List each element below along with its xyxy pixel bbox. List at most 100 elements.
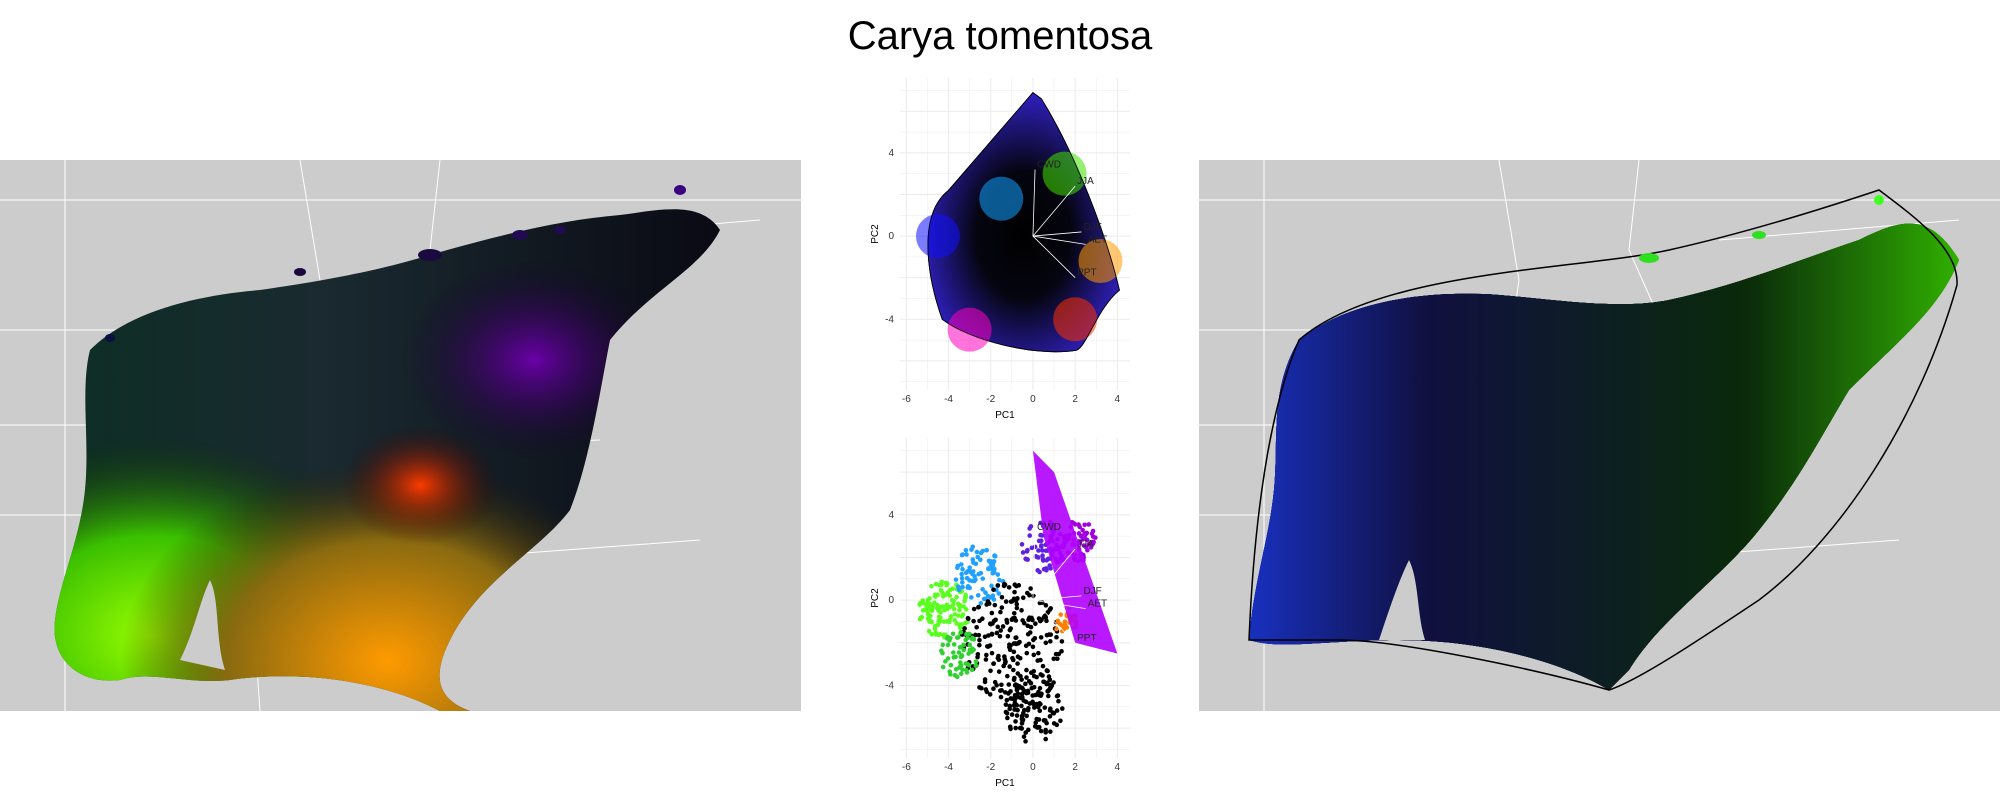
loading-vector-aet bbox=[1032, 235, 1086, 245]
pca-point bbox=[1051, 656, 1057, 662]
pca-point bbox=[929, 583, 934, 589]
pca-point bbox=[925, 608, 930, 614]
pca-point bbox=[1038, 544, 1044, 549]
pca-point bbox=[947, 619, 952, 625]
pca-point bbox=[976, 632, 982, 638]
pca-points-bottom bbox=[917, 519, 1098, 744]
pca-point bbox=[957, 607, 962, 613]
pca-point bbox=[1024, 675, 1029, 680]
pca-point bbox=[975, 593, 981, 598]
pca-point bbox=[958, 663, 964, 668]
pca-point bbox=[992, 602, 998, 608]
pca-point bbox=[1038, 701, 1043, 707]
pca-point bbox=[1011, 667, 1016, 673]
pca-point bbox=[950, 631, 956, 637]
pca-point bbox=[963, 595, 968, 601]
pca-point bbox=[1025, 623, 1030, 629]
pca-point bbox=[1007, 642, 1012, 647]
pca-point bbox=[943, 592, 949, 597]
pca-point bbox=[937, 631, 943, 637]
pca-point bbox=[1005, 715, 1010, 721]
pca-color-region bbox=[947, 307, 992, 352]
pca-point bbox=[1007, 703, 1013, 709]
pca-point bbox=[1048, 639, 1053, 644]
pca-point bbox=[1024, 667, 1029, 673]
pca-point bbox=[999, 688, 1004, 693]
pca-point bbox=[1085, 547, 1090, 553]
pca-point bbox=[1036, 717, 1042, 722]
pca-point bbox=[1021, 707, 1027, 713]
pca-point bbox=[952, 617, 957, 623]
pca-point bbox=[975, 652, 981, 657]
pca-point bbox=[1089, 531, 1095, 537]
pca-point bbox=[1004, 617, 1009, 623]
pca-point bbox=[978, 600, 984, 606]
x-tick-label: 4 bbox=[1115, 394, 1121, 405]
x-tick-label: -2 bbox=[986, 394, 995, 405]
pca-point bbox=[1037, 685, 1043, 691]
loading-label-cwd: CWD bbox=[1037, 160, 1061, 171]
pca-point bbox=[1027, 701, 1033, 706]
pca-point bbox=[991, 686, 996, 692]
pca-point bbox=[1013, 618, 1019, 623]
pca-point bbox=[990, 570, 995, 576]
pca-point bbox=[932, 600, 937, 606]
x-tick-label: 0 bbox=[1030, 762, 1036, 773]
pca-point bbox=[1014, 703, 1020, 708]
pca-point bbox=[1020, 595, 1026, 601]
pca-point bbox=[952, 672, 958, 678]
pca-color-region bbox=[1042, 151, 1087, 196]
pca-point bbox=[973, 663, 979, 668]
pca-point bbox=[1054, 722, 1060, 728]
x-tick-label: 0 bbox=[1030, 394, 1036, 405]
pca-point bbox=[991, 559, 997, 564]
pca-point bbox=[1048, 632, 1054, 637]
pca-point bbox=[994, 630, 1000, 636]
pca-point bbox=[926, 628, 932, 634]
pca-point bbox=[979, 685, 984, 691]
loading-label-aet: AET bbox=[1088, 599, 1107, 610]
pca-point bbox=[977, 618, 982, 624]
pca-point bbox=[1031, 673, 1037, 679]
pca-color-region bbox=[1078, 239, 1123, 284]
pca-color-region bbox=[1053, 297, 1098, 342]
pca-point bbox=[973, 561, 979, 567]
pca-point bbox=[951, 642, 957, 647]
pca-point bbox=[966, 651, 971, 656]
pca-point bbox=[967, 642, 973, 648]
pca-point bbox=[1014, 605, 1020, 611]
pca-point bbox=[1034, 554, 1040, 560]
pca-point bbox=[917, 616, 923, 622]
pca-point bbox=[1038, 672, 1044, 677]
pca-point bbox=[1011, 649, 1017, 655]
pca-point bbox=[1015, 654, 1021, 660]
pca-point bbox=[951, 655, 957, 660]
pca-point bbox=[965, 615, 971, 621]
pca-point bbox=[1013, 725, 1018, 731]
pca-point bbox=[1030, 701, 1036, 707]
pca-point bbox=[1054, 626, 1059, 632]
loading-vector-cwd bbox=[1032, 531, 1036, 601]
pca-point bbox=[964, 552, 969, 557]
pca-point bbox=[1027, 533, 1033, 538]
pca-point bbox=[953, 577, 959, 582]
pca-point bbox=[971, 606, 977, 612]
pca-point bbox=[1037, 708, 1043, 714]
pca-point bbox=[1014, 713, 1020, 718]
pca-point bbox=[932, 592, 938, 598]
pca-point bbox=[1055, 618, 1061, 624]
left-map-canvas bbox=[0, 160, 801, 711]
pca-point bbox=[999, 682, 1004, 688]
pca-point bbox=[962, 598, 967, 604]
pca-point bbox=[961, 604, 966, 609]
pca-point bbox=[991, 661, 996, 667]
pca-point bbox=[1024, 557, 1029, 562]
pca-point bbox=[959, 571, 965, 577]
pca-point bbox=[956, 650, 962, 655]
chart-title: Carya tomentosa bbox=[847, 14, 1153, 58]
pca-point bbox=[1062, 619, 1068, 625]
pca-point bbox=[1076, 531, 1082, 536]
pca-point bbox=[1038, 635, 1044, 640]
loading-vector-ppt bbox=[1032, 599, 1076, 644]
